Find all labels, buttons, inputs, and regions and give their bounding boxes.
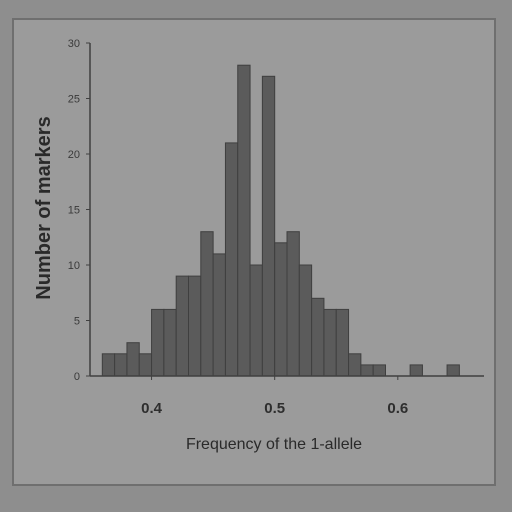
histogram-bar — [163, 308, 177, 377]
y-tick-label: 5 — [74, 316, 80, 328]
y-tick-label: 20 — [68, 149, 80, 161]
histogram-bar — [188, 275, 202, 377]
histogram-bar — [138, 353, 153, 377]
histogram-bar — [261, 75, 276, 377]
y-tick-label: 15 — [68, 205, 80, 217]
y-tick-label: 0 — [74, 371, 80, 383]
histogram-bar — [335, 308, 350, 377]
histogram-bar — [372, 364, 386, 377]
y-tick-label: 30 — [68, 38, 80, 50]
histogram-bar — [237, 64, 251, 377]
x-ticks-group: 0.4 0.5 0.6 — [141, 376, 408, 417]
y-axis-label: Number of markers — [33, 116, 55, 299]
histogram-bar — [323, 308, 337, 377]
histogram-bar — [298, 264, 313, 377]
histogram-bar — [409, 364, 423, 377]
x-tick-label: 0.5 — [264, 400, 285, 417]
histogram-bar — [274, 242, 288, 377]
x-axis-label: Frequency of the 1-allele — [186, 436, 362, 453]
histogram-bar — [286, 231, 300, 377]
y-tick-label: 10 — [68, 260, 80, 272]
histogram-bar — [200, 231, 214, 377]
histogram-bar — [311, 297, 325, 377]
histogram-bar — [175, 275, 189, 377]
x-tick-label: 0.4 — [141, 400, 163, 417]
histogram-bar — [360, 364, 374, 377]
histogram-bar — [224, 142, 239, 377]
histogram-bar — [212, 253, 226, 377]
histogram-bar — [446, 364, 460, 377]
histogram-bar — [151, 308, 165, 377]
histogram-bar — [114, 353, 128, 377]
histogram-bar — [348, 353, 362, 377]
chart-frame — [12, 18, 496, 486]
histogram-bar — [101, 353, 116, 377]
histogram-bar — [126, 342, 140, 377]
bars-group — [101, 64, 460, 377]
y-ticks-group: 0 5 10 15 20 25 30 — [68, 38, 90, 383]
y-tick-label: 25 — [68, 94, 80, 106]
histogram-bar — [249, 264, 263, 377]
x-tick-label: 0.6 — [387, 400, 408, 417]
